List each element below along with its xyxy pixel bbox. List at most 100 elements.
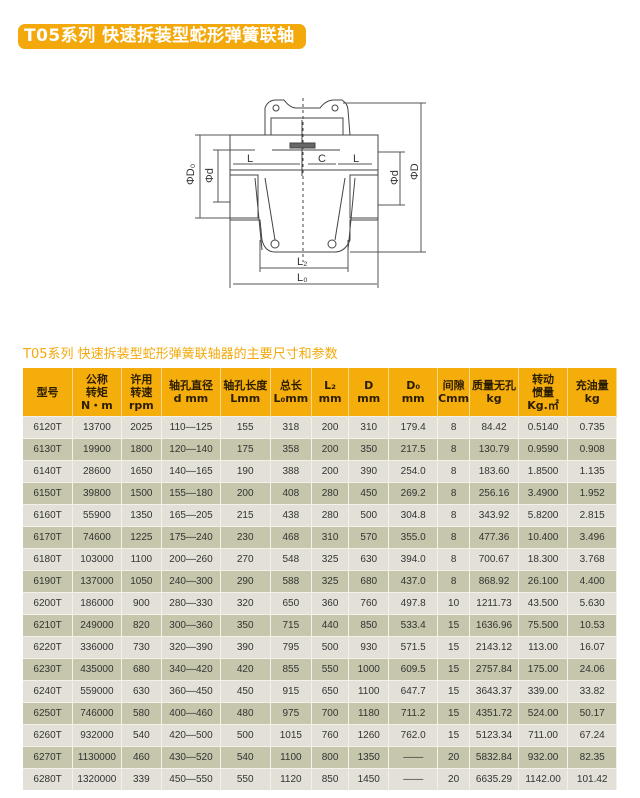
table-cell: 155 — [220, 416, 271, 439]
spec-table: 型号 公称 转矩 N・m 许用 转速 rpm 轴孔直径 d mm 轴孔长度 Lmm 总长 L₀mm L₂ m… — [23, 368, 617, 790]
table-cell: 4351.72 — [469, 702, 519, 725]
column-header: 间隙 Cmm — [437, 368, 471, 417]
table-cell: 240—300 — [161, 570, 221, 593]
label-d-right: Φd — [389, 170, 401, 185]
column-header: L₂ mm — [311, 368, 350, 417]
column-header-line: N・m — [81, 398, 113, 412]
table-cell: 130.79 — [469, 438, 519, 461]
table-row: 6130T 19900 1800 120—140 175 358 200 350 217.5 8 1… — [23, 438, 617, 461]
table-cell: 175.00 — [518, 658, 569, 681]
table-cell: 6190T — [23, 570, 74, 593]
table-cell: 1.952 — [567, 482, 617, 505]
table-cell: 3643.37 — [469, 680, 519, 703]
table-cell: 580 — [121, 702, 163, 725]
table-cell: 6130T — [23, 438, 74, 461]
table-cell: 10.53 — [567, 614, 617, 637]
table-cell: 186000 — [72, 592, 122, 615]
table-cell: 8 — [437, 504, 471, 527]
table-row: 6220T 336000 730 320—390 390 795 500 930 571.5 15… — [23, 636, 617, 659]
column-header-line: 惯量 — [532, 385, 555, 399]
table-cell: 280—330 — [161, 592, 221, 615]
table-row: 6180T 103000 1100 200—260 270 548 325 630 394.0 8… — [23, 548, 617, 571]
table-cell: 868.92 — [469, 570, 519, 593]
table-row: 6280T 1320000 339 450—550 550 1120 850 1450 —— 20… — [23, 768, 617, 790]
table-cell: 0.9590 — [518, 438, 569, 461]
table-cell: 795 — [270, 636, 313, 659]
table-cell: 5.8200 — [518, 504, 569, 527]
table-cell: 468 — [270, 526, 313, 549]
table-cell: 256.16 — [469, 482, 519, 505]
table-cell: 437.0 — [388, 570, 438, 593]
table-cell: 200 — [220, 482, 271, 505]
column-header-line: kg — [584, 392, 600, 405]
table-cell: 1350 — [348, 746, 390, 769]
table-cell: 15 — [437, 658, 471, 681]
table-cell: 408 — [270, 482, 313, 505]
table-cell: 110—125 — [161, 416, 221, 439]
table-cell: 630 — [348, 548, 390, 571]
column-header-line: mm — [357, 392, 381, 405]
column-header-line: D₀ — [406, 379, 421, 392]
table-cell: 350 — [348, 438, 390, 461]
table-cell: 1260 — [348, 724, 390, 747]
table-cell: 43.500 — [518, 592, 569, 615]
table-row: 6150T 39800 1500 155—180 200 408 280 450 269.2 8 2… — [23, 482, 617, 505]
column-header-line: 充油量 — [575, 379, 609, 392]
table-header-row: 型号 公称 转矩 N・m 许用 转速 rpm 轴孔直径 d mm 轴孔长度 Lmm 总长 L₀mm L₂ m… — [23, 368, 617, 417]
column-header-line: mm — [401, 392, 425, 405]
table-cell: 647.7 — [388, 680, 438, 703]
table-cell: 39800 — [72, 482, 122, 505]
table-cell: 1100 — [121, 548, 163, 571]
label-C: C — [318, 153, 326, 165]
table-cell: 8 — [437, 460, 471, 483]
table-cell: 343.92 — [469, 504, 519, 527]
table-cell: 6230T — [23, 658, 74, 681]
table-cell: 6210T — [23, 614, 74, 637]
table-cell: 75.500 — [518, 614, 569, 637]
table-cell: 280 — [311, 504, 350, 527]
column-header: 轴孔直径 d mm — [161, 368, 221, 417]
table-cell: 16.07 — [567, 636, 617, 659]
table-cell: 74600 — [72, 526, 122, 549]
dimension-lines — [195, 102, 426, 288]
table-cell: 249000 — [72, 614, 122, 637]
table-cell: 746000 — [72, 702, 122, 725]
table-cell: 200 — [311, 416, 350, 439]
column-header-line: 轴孔长度 — [223, 379, 268, 392]
table-cell: 155—180 — [161, 482, 221, 505]
table-cell: 165—205 — [161, 504, 221, 527]
table-cell: 440 — [311, 614, 350, 637]
table-cell: 400—460 — [161, 702, 221, 725]
column-header-line: D — [364, 379, 374, 392]
table-cell: 8 — [437, 416, 471, 439]
table-row: 6140T 28600 1650 140—165 190 388 200 390 254.0 8 1… — [23, 460, 617, 483]
page-title: T05系列 快速拆装型蛇形弹簧联轴器 — [18, 24, 306, 71]
table-row: 6210T 249000 820 300—360 350 715 440 850 533.4 15… — [23, 614, 617, 637]
table-cell: 420 — [220, 658, 271, 681]
table-cell: 680 — [348, 570, 390, 593]
table-cell: 120—140 — [161, 438, 221, 461]
table-cell: 200—260 — [161, 548, 221, 571]
table-cell: 6250T — [23, 702, 74, 725]
table-row: 6270T 1130000 460 430—520 540 1100 800 1350 —— 20… — [23, 746, 617, 769]
table-cell: 84.42 — [469, 416, 519, 439]
table-cell: 6120T — [23, 416, 74, 439]
table-cell: 82.35 — [567, 746, 617, 769]
table-cell: 230 — [220, 526, 271, 549]
table-cell: 850 — [348, 614, 390, 637]
table-cell: 290 — [220, 570, 271, 593]
table-cell: 325 — [311, 548, 350, 571]
table-cell: —— — [388, 746, 438, 769]
table-cell: 140—165 — [161, 460, 221, 483]
column-header: 轴孔长度 Lmm — [220, 368, 271, 417]
table-cell: 1.8500 — [518, 460, 569, 483]
table-cell: 900 — [121, 592, 163, 615]
table-cell: 2143.12 — [469, 636, 519, 659]
table-cell: 6240T — [23, 680, 74, 703]
table-cell: 10.400 — [518, 526, 569, 549]
column-header-line: 质量无孔 — [472, 379, 516, 392]
column-header-line: Kg.㎡ — [527, 398, 559, 412]
column-header-line: Lmm — [230, 392, 261, 405]
table-cell: 28600 — [72, 460, 122, 483]
column-header: 转动 惯量 Kg.㎡ — [518, 368, 569, 417]
